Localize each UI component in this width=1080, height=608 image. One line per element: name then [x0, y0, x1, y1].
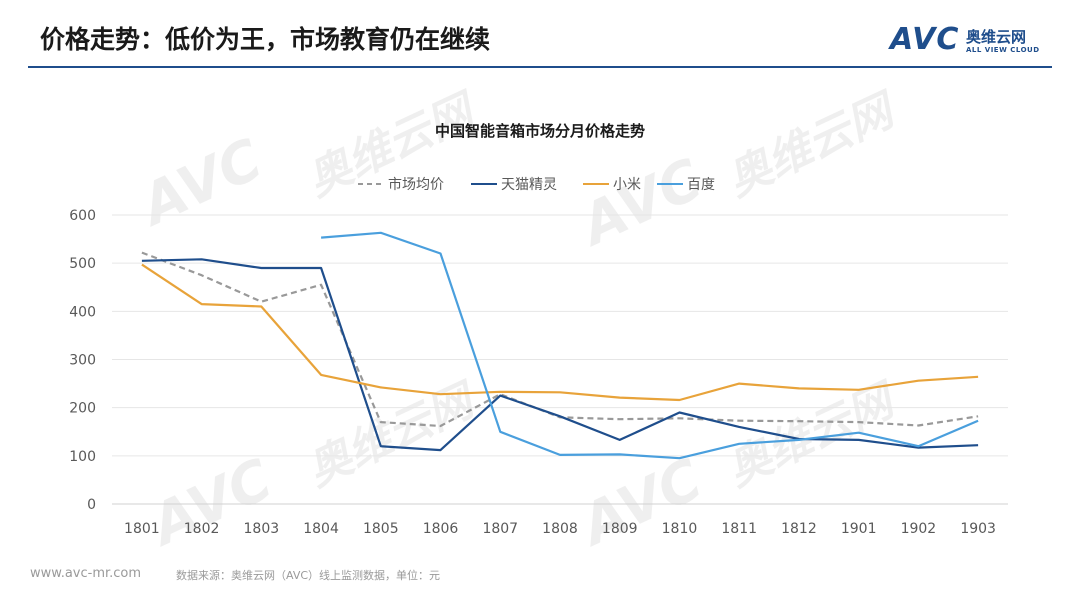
x-tick-label: 1809 — [602, 521, 638, 537]
x-tick-label: 1804 — [303, 521, 339, 537]
y-tick-label: 0 — [87, 497, 96, 513]
chart-title: 中国智能音箱市场分月价格走势 — [435, 122, 645, 140]
logo-en: ALL VIEW CLOUD — [966, 46, 1040, 54]
x-tick-label: 1802 — [184, 521, 220, 537]
logo-text: AVC — [890, 22, 960, 57]
legend-label: 市场均价 — [388, 176, 444, 193]
series-line — [141, 263, 979, 402]
series-line — [141, 251, 979, 428]
x-tick-label: 1808 — [542, 521, 578, 537]
y-tick-label: 200 — [69, 401, 96, 417]
legend-label: 百度 — [687, 177, 715, 193]
logo-cn: 奥维云网 — [966, 28, 1027, 46]
legend-label: 小米 — [613, 177, 641, 193]
price-trend-chart: 中国智能音箱市场分月价格走势 0 100 200 300 400 500 600 1801 180… — [0, 72, 1080, 572]
x-tick-label: 1903 — [960, 521, 996, 537]
chart-svg: 中国智能音箱市场分月价格走势 0 100 200 300 400 500 600 1801 180… — [69, 122, 1008, 537]
x-tick-label: 1803 — [244, 521, 280, 537]
x-tick-label: 1807 — [482, 521, 518, 537]
footer-website[interactable]: www.avc-mr.com — [30, 566, 142, 581]
page-title: 价格走势：低价为王，市场教育仍在继续 — [40, 25, 491, 54]
header: 价格走势：低价为王，市场教育仍在继续 AVC 奥维云网 ALL VIEW CLO… — [0, 0, 1080, 72]
x-tick-label: 1901 — [841, 521, 877, 537]
x-tick-label: 1811 — [721, 521, 757, 537]
x-tick-label: 1810 — [662, 521, 698, 537]
series-line — [321, 231, 979, 460]
y-tick-label: 500 — [69, 256, 96, 272]
x-tick-label: 1806 — [423, 521, 459, 537]
y-tick-label: 100 — [69, 449, 96, 465]
x-tick-label: 1805 — [363, 521, 399, 537]
x-tick-label: 1812 — [781, 521, 817, 537]
x-tick-label: 1902 — [901, 521, 937, 537]
y-tick-label: 300 — [69, 353, 96, 369]
series-line — [141, 258, 979, 452]
x-tick-label: 1801 — [124, 521, 160, 537]
legend-label: 天猫精灵 — [501, 177, 557, 193]
footer-source: 数据来源：奥维云网（AVC）线上监测数据，单位：元 — [176, 569, 441, 582]
y-tick-label: 600 — [69, 208, 96, 224]
y-tick-label: 400 — [69, 304, 96, 320]
header-divider — [28, 66, 1052, 68]
